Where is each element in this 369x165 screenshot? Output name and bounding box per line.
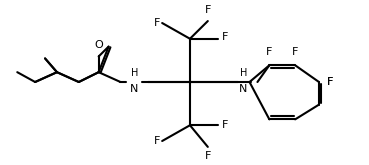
- Text: F: F: [154, 136, 160, 146]
- Text: O: O: [94, 40, 103, 50]
- Text: H: H: [131, 68, 138, 78]
- Text: F: F: [222, 32, 228, 42]
- Text: F: F: [205, 5, 211, 15]
- Text: F: F: [205, 151, 211, 161]
- Text: F: F: [266, 47, 273, 57]
- Text: F: F: [154, 18, 160, 28]
- Text: F: F: [327, 77, 333, 87]
- Text: N: N: [130, 84, 139, 94]
- Text: F: F: [292, 47, 299, 57]
- Text: F: F: [327, 77, 333, 87]
- Text: H: H: [240, 68, 247, 78]
- Text: F: F: [222, 120, 228, 130]
- Text: N: N: [239, 84, 248, 94]
